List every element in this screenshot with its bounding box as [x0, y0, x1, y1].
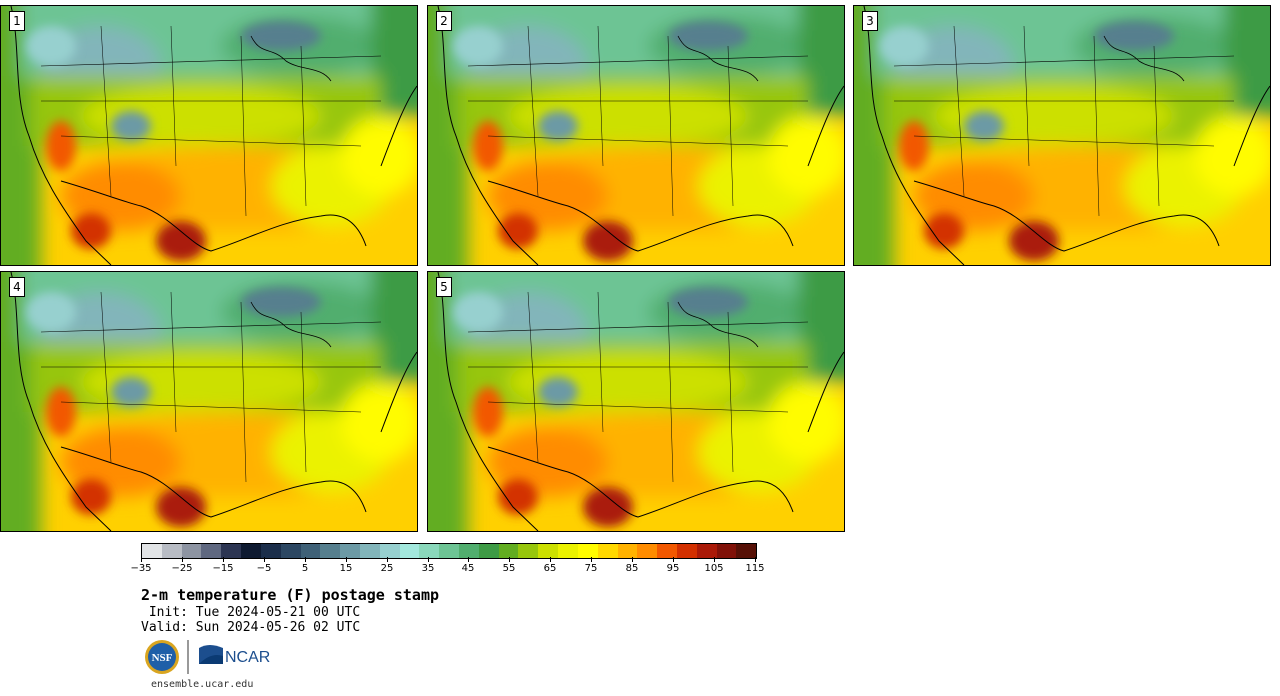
temperature-map-2: [428, 6, 844, 265]
colorbar-tick: [346, 557, 347, 562]
colorbar-tick-label: −15: [212, 563, 234, 574]
colorbar-swatch: [478, 544, 499, 558]
colorbar-swatch: [280, 544, 301, 558]
colorbar-tick: [387, 557, 388, 562]
colorbar-swatch: [538, 544, 559, 558]
colorbar-tick-label: 105: [704, 563, 724, 574]
temperature-map-4: [1, 272, 417, 531]
colorbar-swatch: [340, 544, 360, 558]
colorbar-tick: [550, 557, 551, 562]
colorbar-swatch: [657, 544, 677, 558]
colorbar-swatch: [676, 544, 697, 558]
member-panel-1: 1: [0, 5, 418, 266]
colorbar-tick-label: 35: [421, 563, 435, 574]
nsf-logo-text: NSF: [152, 652, 173, 664]
colorbar-swatch: [439, 544, 459, 558]
init-time: Init: Tue 2024-05-21 00 UTC: [141, 605, 361, 620]
colorbar-swatch: [419, 544, 440, 558]
colorbar-swatch: [696, 544, 717, 558]
plot-title: 2-m temperature (F) postage stamp: [141, 586, 440, 604]
colorbar-swatch: [359, 544, 380, 558]
ncar-logo-text: NCAR: [225, 649, 270, 666]
colorbar-swatch: [221, 544, 242, 558]
colorbar-tick: [428, 557, 429, 562]
colorbar-swatch: [379, 544, 400, 558]
colorbar-ticks: −35 −25 −15 −5 5 15 25 35 45 55 65 75 85 95 105 115: [130, 557, 765, 577]
colorbar-tick-label: 45: [461, 563, 475, 574]
member-label-2: 2: [436, 11, 452, 31]
colorbar-tick-label: 65: [543, 563, 557, 574]
temperature-colorbar: [141, 543, 757, 559]
colorbar-swatch: [637, 544, 658, 558]
colorbar-swatch: [518, 544, 539, 558]
colorbar-tick: [468, 557, 469, 562]
colorbar-tick-label: 115: [745, 563, 765, 574]
colorbar-tick-label: 25: [380, 563, 394, 574]
colorbar-tick: [509, 557, 510, 562]
colorbar-tick: [264, 557, 265, 562]
colorbar-swatch: [241, 544, 261, 558]
member-label-3: 3: [862, 11, 878, 31]
colorbar-tick: [755, 557, 756, 562]
colorbar-tick-label: 55: [502, 563, 516, 574]
member-label-4: 4: [9, 277, 25, 297]
colorbar-tick: [182, 557, 183, 562]
colorbar-swatch: [617, 544, 638, 558]
temperature-map-1: [1, 6, 417, 265]
member-label-5: 5: [436, 277, 452, 297]
member-label-1: 1: [9, 11, 25, 31]
colorbar-tick-label: 95: [666, 563, 680, 574]
colorbar-swatch: [716, 544, 737, 558]
colorbar-tick: [141, 557, 142, 562]
colorbar-swatch: [181, 544, 202, 558]
colorbar-swatch: [558, 544, 578, 558]
colorbar-swatch: [260, 544, 281, 558]
colorbar-swatch: [142, 544, 162, 558]
colorbar-tick-label: −5: [256, 563, 272, 574]
member-panel-3: 3: [853, 5, 1271, 266]
logos: NSF NCAR: [145, 640, 270, 674]
colorbar-tick-label: −35: [130, 563, 152, 574]
colorbar-tick: [673, 557, 674, 562]
colorbar-swatch: [399, 544, 420, 558]
colorbar-tick-label: 75: [584, 563, 598, 574]
colorbar-swatch: [736, 544, 757, 558]
colorbar-tick: [223, 557, 224, 562]
colorbar-swatch: [201, 544, 222, 558]
colorbar-tick: [632, 557, 633, 562]
member-panel-4: 4: [0, 271, 418, 532]
colorbar-swatch: [459, 544, 479, 558]
colorbar-tick-label: 85: [625, 563, 639, 574]
colorbar-swatch: [577, 544, 598, 558]
member-panel-2: 2: [427, 5, 845, 266]
nsf-logo: NSF: [145, 640, 179, 674]
colorbar-tick-label: 15: [339, 563, 353, 574]
site-url: ensemble.ucar.edu: [151, 679, 254, 690]
colorbar-tick: [305, 557, 306, 562]
temperature-map-5: [428, 272, 844, 531]
colorbar-swatch: [300, 544, 321, 558]
temperature-map-3: [854, 6, 1270, 265]
colorbar-tick-label: 5: [301, 563, 309, 574]
colorbar-swatch: [597, 544, 618, 558]
colorbar-swatch: [161, 544, 182, 558]
valid-time: Valid: Sun 2024-05-26 02 UTC: [141, 620, 361, 635]
colorbar-tick: [591, 557, 592, 562]
colorbar-swatch: [498, 544, 519, 558]
member-panel-5: 5: [427, 271, 845, 532]
colorbar-swatch: [320, 544, 341, 558]
colorbar-tick-label: −25: [171, 563, 193, 574]
ncar-logo: NCAR: [199, 645, 270, 666]
colorbar-tick: [714, 557, 715, 562]
